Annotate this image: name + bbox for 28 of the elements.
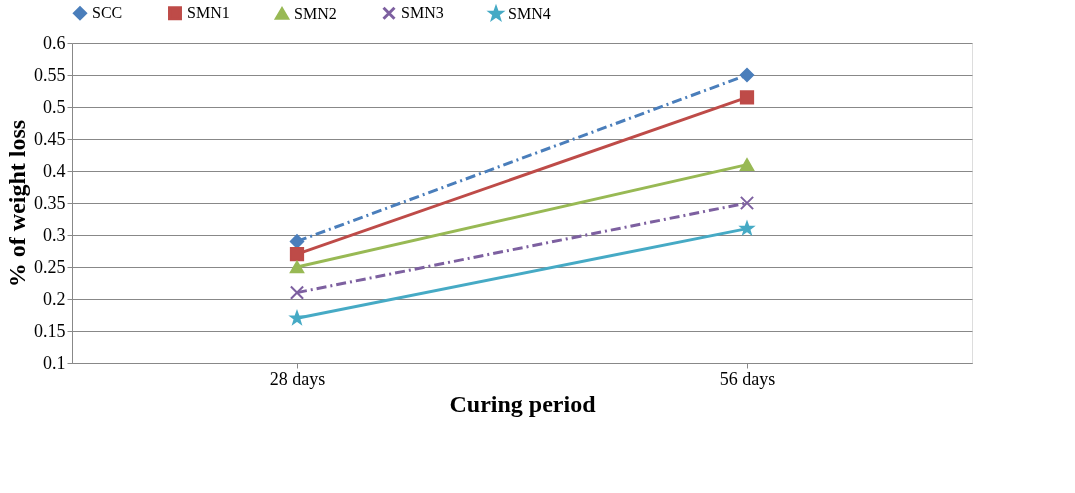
- y-tick-label: 0.15: [34, 320, 66, 341]
- point: [289, 247, 305, 262]
- y-tick-label: 0.5: [43, 96, 66, 117]
- y-tick-label: 0.6: [43, 32, 66, 53]
- legend-label: SMN1: [187, 4, 230, 22]
- y-tick-label: 0.35: [34, 192, 66, 213]
- y-tick-label: 0.3: [43, 224, 66, 245]
- point: [739, 195, 755, 211]
- y-tick-label: 0.1: [43, 352, 66, 373]
- y-tick-label: 0.55: [34, 64, 66, 85]
- x-tick-label: 28 days: [269, 368, 326, 389]
- point: [739, 67, 755, 83]
- point: [289, 234, 305, 249]
- x-axis-title: Curing period: [449, 390, 597, 417]
- legend-label: SMN3: [401, 4, 444, 22]
- legend-label: SCC: [92, 4, 123, 22]
- point: [290, 311, 304, 325]
- y-tick-label: 0.2: [43, 288, 66, 309]
- legend-label: SMN4: [508, 4, 551, 22]
- point: [739, 90, 755, 105]
- y-axis-title: % of weight loss: [4, 119, 30, 288]
- point: [289, 285, 305, 300]
- legend-label: SMN2: [294, 4, 337, 22]
- y-tick-label: 0.4: [43, 160, 66, 181]
- point: [740, 221, 754, 235]
- y-tick-label: 0.25: [34, 256, 66, 277]
- x-tick-label: 56 days: [719, 368, 776, 389]
- y-tick-label: 0.45: [34, 128, 66, 149]
